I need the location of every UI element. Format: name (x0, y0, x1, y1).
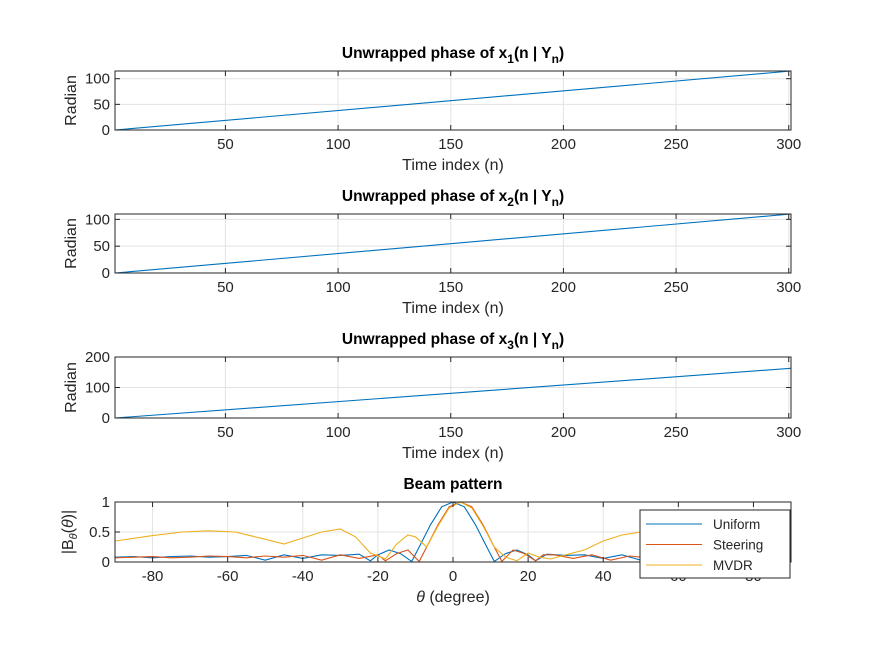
x-axis-label: Time index (n) (402, 445, 504, 462)
x-axis-label: Time index (n) (402, 157, 504, 174)
x-tick-label: -80 (142, 568, 164, 585)
series-line-1 (115, 213, 791, 274)
x-tick-label: 200 (551, 136, 576, 153)
legend-label-steering: Steering (713, 538, 763, 553)
subplot-title: Unwrapped phase of x1(n | Yn) (342, 45, 564, 66)
x-tick-label: 250 (664, 136, 689, 153)
y-axis-label: Radian (63, 75, 80, 126)
y-tick-label: 0 (102, 122, 110, 139)
subplot-title: Beam pattern (403, 476, 502, 493)
y-tick-label: 50 (93, 96, 110, 113)
legend-label-uniform: Uniform (713, 517, 760, 532)
y-tick-label: 200 (85, 349, 110, 366)
x-tick-label: 250 (664, 424, 689, 441)
x-tick-label: 50 (217, 136, 234, 153)
y-tick-label: 0 (102, 554, 110, 571)
x-tick-label: 100 (326, 279, 351, 296)
x-tick-label: 100 (326, 424, 351, 441)
x-tick-label: 250 (664, 279, 689, 296)
x-tick-label: 150 (438, 136, 463, 153)
y-tick-label: 100 (85, 71, 110, 88)
subplot-4: -80-60-40-2002040608000.51θ (degree)|Bθ(… (60, 476, 792, 606)
subplot-1: 50 100 150 200 250 300 0 50 100 Time index (n) Rad… (63, 45, 801, 174)
x-tick-label: 40 (595, 568, 612, 585)
x-axis-label: θ (degree) (416, 589, 490, 606)
series-line-1 (115, 70, 791, 131)
legend: Uniform Steering MVDR (639, 509, 791, 579)
x-axis-label: Time index (n) (402, 300, 504, 317)
subplot-title: Unwrapped phase of x2(n | Yn) (342, 188, 564, 209)
x-tick-label: 150 (438, 279, 463, 296)
x-tick-label: 150 (438, 424, 463, 441)
x-tick-label: 300 (776, 136, 801, 153)
x-tick-label: 50 (217, 279, 234, 296)
x-tick-label: 20 (520, 568, 537, 585)
y-tick-label: 100 (85, 380, 110, 397)
subplot-title: Unwrapped phase of x3(n | Yn) (342, 331, 564, 352)
y-tick-label: 100 (85, 211, 110, 228)
x-tick-label: 50 (217, 424, 234, 441)
x-tick-label: 300 (776, 424, 801, 441)
x-tick-label: 200 (551, 279, 576, 296)
x-tick-label: 100 (326, 136, 351, 153)
y-tick-label: 0.5 (89, 524, 110, 541)
y-axis-label: Radian (63, 362, 80, 413)
y-tick-label: 0 (102, 410, 110, 427)
y-tick-label: 1 (102, 494, 110, 511)
x-tick-label: 300 (776, 279, 801, 296)
axes-box (114, 70, 792, 131)
x-tick-label: 200 (551, 424, 576, 441)
subplot-2: 50 100 150 200 250 300 0 50 100 Time index (n) Rad… (63, 188, 801, 317)
y-tick-label: 50 (93, 238, 110, 255)
x-tick-label: 0 (449, 568, 457, 585)
legend-label-mvdr: MVDR (713, 558, 753, 573)
y-tick-label: 0 (102, 265, 110, 282)
x-tick-label: -40 (292, 568, 314, 585)
subplot-3: 50 100 150 200 250 300 0 100 200 Time index (n) Ra… (63, 331, 801, 462)
series-line-1 (115, 367, 791, 419)
axes-box (114, 213, 792, 274)
x-tick-label: -60 (217, 568, 239, 585)
y-axis-label: |Bθ(θ)| (60, 510, 80, 554)
x-tick-label: -20 (367, 568, 389, 585)
y-axis-label: Radian (63, 218, 80, 269)
